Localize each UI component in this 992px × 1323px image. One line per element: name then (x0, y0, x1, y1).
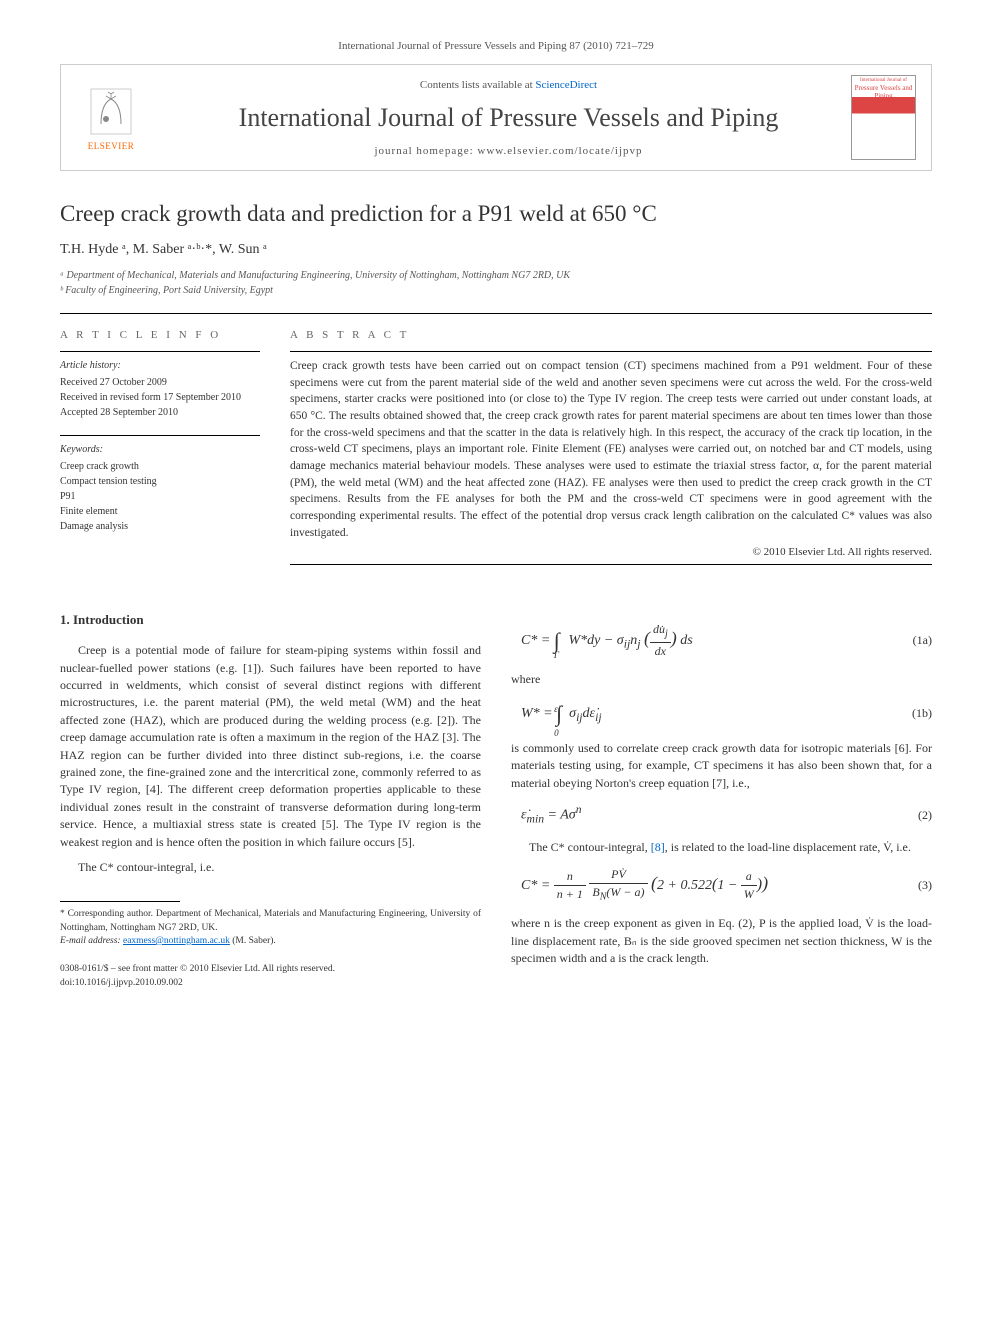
keyword: Compact tension testing (60, 474, 260, 489)
abstract-heading: A B S T R A C T (290, 329, 932, 341)
email-link[interactable]: eaxmess@nottingham.ac.uk (123, 936, 230, 946)
abstract-copyright: © 2010 Elsevier Ltd. All rights reserved… (290, 546, 932, 558)
homepage-prefix: journal homepage: (374, 145, 477, 157)
corresponding-author-footnote: * Corresponding author. Department of Me… (60, 908, 481, 948)
right-column: C* = ∫Γ W*dy − σijnj (du̇jdx) ds (1a) wh… (511, 611, 932, 989)
intro-para-2: The C* contour-integral, i.e. (60, 859, 481, 876)
body-columns: 1. Introduction Creep is a potential mod… (60, 611, 932, 989)
intro-para-1: Creep is a potential mode of failure for… (60, 642, 481, 851)
page-footer: 0308-0161/$ – see front matter © 2010 El… (60, 963, 481, 990)
authors: T.H. Hyde ᵃ, M. Saber ᵃ·ᵇ·*, W. Sun ᵃ (60, 242, 932, 258)
left-column: 1. Introduction Creep is a potential mod… (60, 611, 481, 989)
body-para-5: where n is the creep exponent as given i… (511, 915, 932, 967)
body-para-4: The C* contour-integral, [8], is related… (511, 839, 932, 856)
keyword: P91 (60, 489, 260, 504)
equation-3: C* = nn + 1 PV̇BN(W − a) (2 + 0.522(1 − … (511, 866, 932, 905)
article-title: Creep crack growth data and prediction f… (60, 201, 932, 227)
affiliations: ᵃ Department of Mechanical, Materials an… (60, 268, 932, 298)
contents-prefix: Contents lists available at (420, 79, 535, 91)
equation-1a: C* = ∫Γ W*dy − σijnj (du̇jdx) ds (1a) (511, 621, 932, 660)
publisher-name: ELSEVIER (88, 141, 135, 151)
para4-prefix: The C* contour-integral, (529, 840, 651, 854)
email-suffix: (M. Saber). (230, 936, 276, 946)
eq-num-1a: (1a) (892, 632, 932, 649)
article-info-heading: A R T I C L E I N F O (60, 329, 260, 341)
revised-date: Received in revised form 17 September 20… (60, 390, 260, 405)
para4-suffix: , is related to the load-line displaceme… (665, 840, 911, 854)
sciencedirect-link[interactable]: ScienceDirect (535, 79, 597, 91)
footer-copyright: 0308-0161/$ – see front matter © 2010 El… (60, 963, 481, 976)
keyword: Finite element (60, 504, 260, 519)
received-date: Received 27 October 2009 (60, 375, 260, 390)
divider (60, 313, 932, 314)
ref-8[interactable]: [8] (651, 840, 665, 854)
footer-doi: doi:10.1016/j.ijpvp.2010.09.002 (60, 977, 481, 990)
cover-title: Pressure Vessels and Piping (854, 85, 913, 100)
eq-num-1b: (1b) (892, 705, 932, 722)
email-label: E-mail address: (60, 936, 123, 946)
history-label: Article history: (60, 358, 260, 373)
keyword: Damage analysis (60, 519, 260, 534)
abstract-text: Creep crack growth tests have been carri… (290, 358, 932, 541)
accepted-date: Accepted 28 September 2010 (60, 405, 260, 420)
section-1-heading: 1. Introduction (60, 611, 481, 630)
keyword: Creep crack growth (60, 459, 260, 474)
journal-banner: ELSEVIER Contents lists available at Sci… (60, 64, 932, 171)
keywords-block: Keywords: Creep crack growth Compact ten… (60, 442, 260, 534)
equation-1b: W* = ∫ε̇0 σijdε̇ij (1b) (511, 698, 932, 730)
where-text: where (511, 671, 932, 688)
eq-num-3: (3) (892, 877, 932, 894)
footnote-separator (60, 901, 180, 902)
eq-num-2: (2) (892, 807, 932, 824)
abstract-column: A B S T R A C T Creep crack growth tests… (290, 329, 932, 571)
homepage-url[interactable]: www.elsevier.com/locate/ijpvp (477, 145, 642, 157)
equation-2: ε̇min = Aσn (2) (511, 802, 932, 828)
journal-name: International Journal of Pressure Vessel… (166, 103, 851, 133)
affiliation-a: ᵃ Department of Mechanical, Materials an… (60, 268, 932, 283)
article-history: Article history: Received 27 October 200… (60, 358, 260, 420)
keywords-label: Keywords: (60, 442, 260, 457)
homepage-line: journal homepage: www.elsevier.com/locat… (166, 145, 851, 157)
affiliation-b: ᵇ Faculty of Engineering, Port Said Univ… (60, 283, 932, 298)
publisher-logo: ELSEVIER (76, 78, 146, 158)
contents-line: Contents lists available at ScienceDirec… (166, 79, 851, 91)
header-citation: International Journal of Pressure Vessel… (60, 40, 932, 52)
body-para-3: is commonly used to correlate creep crac… (511, 740, 932, 792)
corr-author-text: * Corresponding author. Department of Me… (60, 908, 481, 935)
journal-cover-thumbnail: International Journal of Pressure Vessel… (851, 75, 916, 160)
article-info-column: A R T I C L E I N F O Article history: R… (60, 329, 260, 571)
